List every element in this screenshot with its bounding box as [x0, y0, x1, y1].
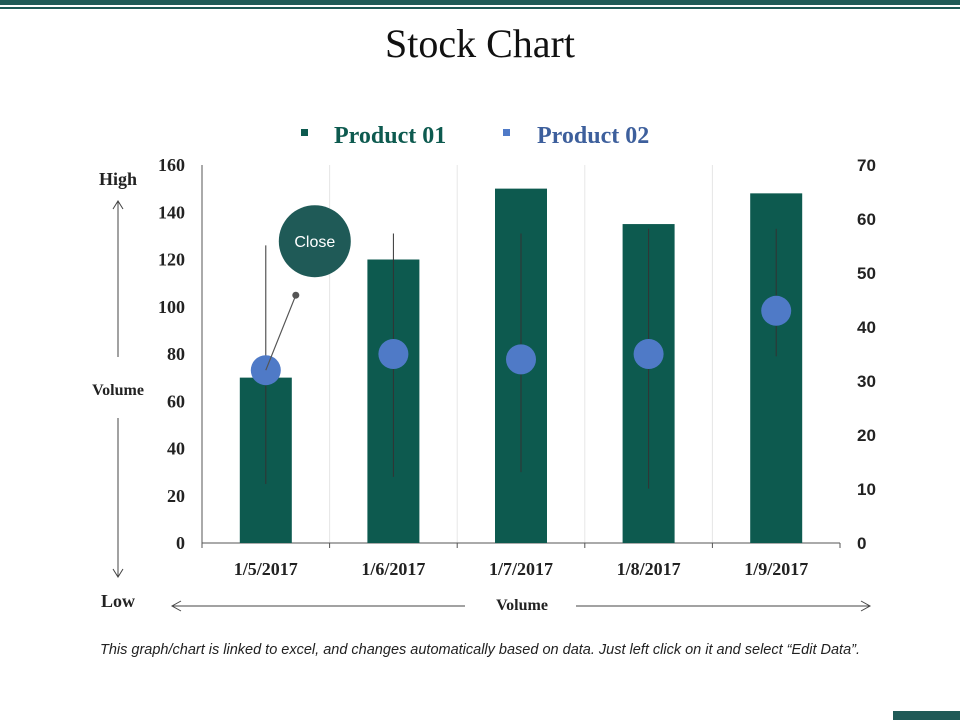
left-tick-label: 120 [158, 250, 185, 270]
category-label: 1/6/2017 [361, 559, 425, 579]
volume-bottom-label: Volume [496, 597, 548, 614]
legend-label-product-02: Product 02 [537, 123, 649, 149]
right-tick-label: 10 [857, 480, 876, 499]
down-arrow-head [112, 568, 124, 578]
right-tick-label: 50 [857, 264, 876, 283]
category-label: 1/8/2017 [617, 559, 681, 579]
right-axis-ticks: 0 10 20 30 40 50 60 70 [857, 156, 876, 553]
point-product-02 [506, 344, 536, 375]
annotation-leader-dot [292, 291, 300, 299]
category-label: 1/5/2017 [234, 559, 298, 579]
legend-swatch-product-02 [503, 129, 510, 136]
right-tick-label: 60 [857, 210, 876, 229]
legend-swatch-product-01 [301, 129, 308, 136]
slide-title: Stock Chart [385, 21, 575, 66]
up-arrow-head [112, 200, 124, 210]
point-product-02 [633, 339, 664, 369]
left-tick-label: 100 [158, 297, 185, 317]
point-product-02 [378, 339, 409, 369]
close-annotation: Close [265, 205, 351, 371]
top-accent-line [0, 7, 960, 9]
product-02-points [250, 295, 792, 386]
volume-left-label: Volume [92, 382, 144, 399]
right-tick-label: 20 [857, 426, 876, 445]
left-tick-label: 140 [158, 202, 185, 222]
top-accent-bar [0, 0, 960, 5]
low-label: Low [101, 591, 135, 611]
point-product-02 [761, 295, 792, 326]
right-arrow-head [860, 600, 872, 612]
right-tick-label: 40 [857, 318, 876, 337]
chart-legend: Product 01 Product 02 [301, 123, 649, 149]
right-tick-label: 0 [857, 534, 866, 553]
category-labels: 1/5/2017 1/6/2017 1/7/2017 1/8/2017 1/9/2017 [234, 559, 808, 579]
right-tick-label: 70 [857, 156, 876, 175]
category-label: 1/7/2017 [489, 559, 553, 579]
left-tick-label: 60 [167, 391, 185, 411]
annotation-leader-line [265, 294, 297, 371]
annotation-label: Close [294, 234, 335, 251]
left-tick-label: 80 [167, 344, 185, 364]
left-tick-label: 0 [176, 533, 185, 553]
annotation-bubble [278, 205, 351, 278]
bottom-accent-bar [893, 711, 960, 720]
left-axis-ticks: 0 20 40 60 80 100 120 140 160 [158, 155, 185, 553]
high-label: High [99, 169, 137, 189]
legend-label-product-01: Product 01 [334, 123, 446, 149]
category-label: 1/9/2017 [744, 559, 808, 579]
footnote: This graph/chart is linked to excel, and… [99, 642, 861, 658]
right-tick-label: 30 [857, 372, 876, 391]
side-annotations: High Volume Low Volume [92, 169, 872, 614]
left-arrow-head [170, 600, 182, 612]
left-tick-label: 20 [167, 486, 185, 506]
left-tick-label: 40 [167, 439, 185, 459]
left-tick-label: 160 [158, 155, 185, 175]
